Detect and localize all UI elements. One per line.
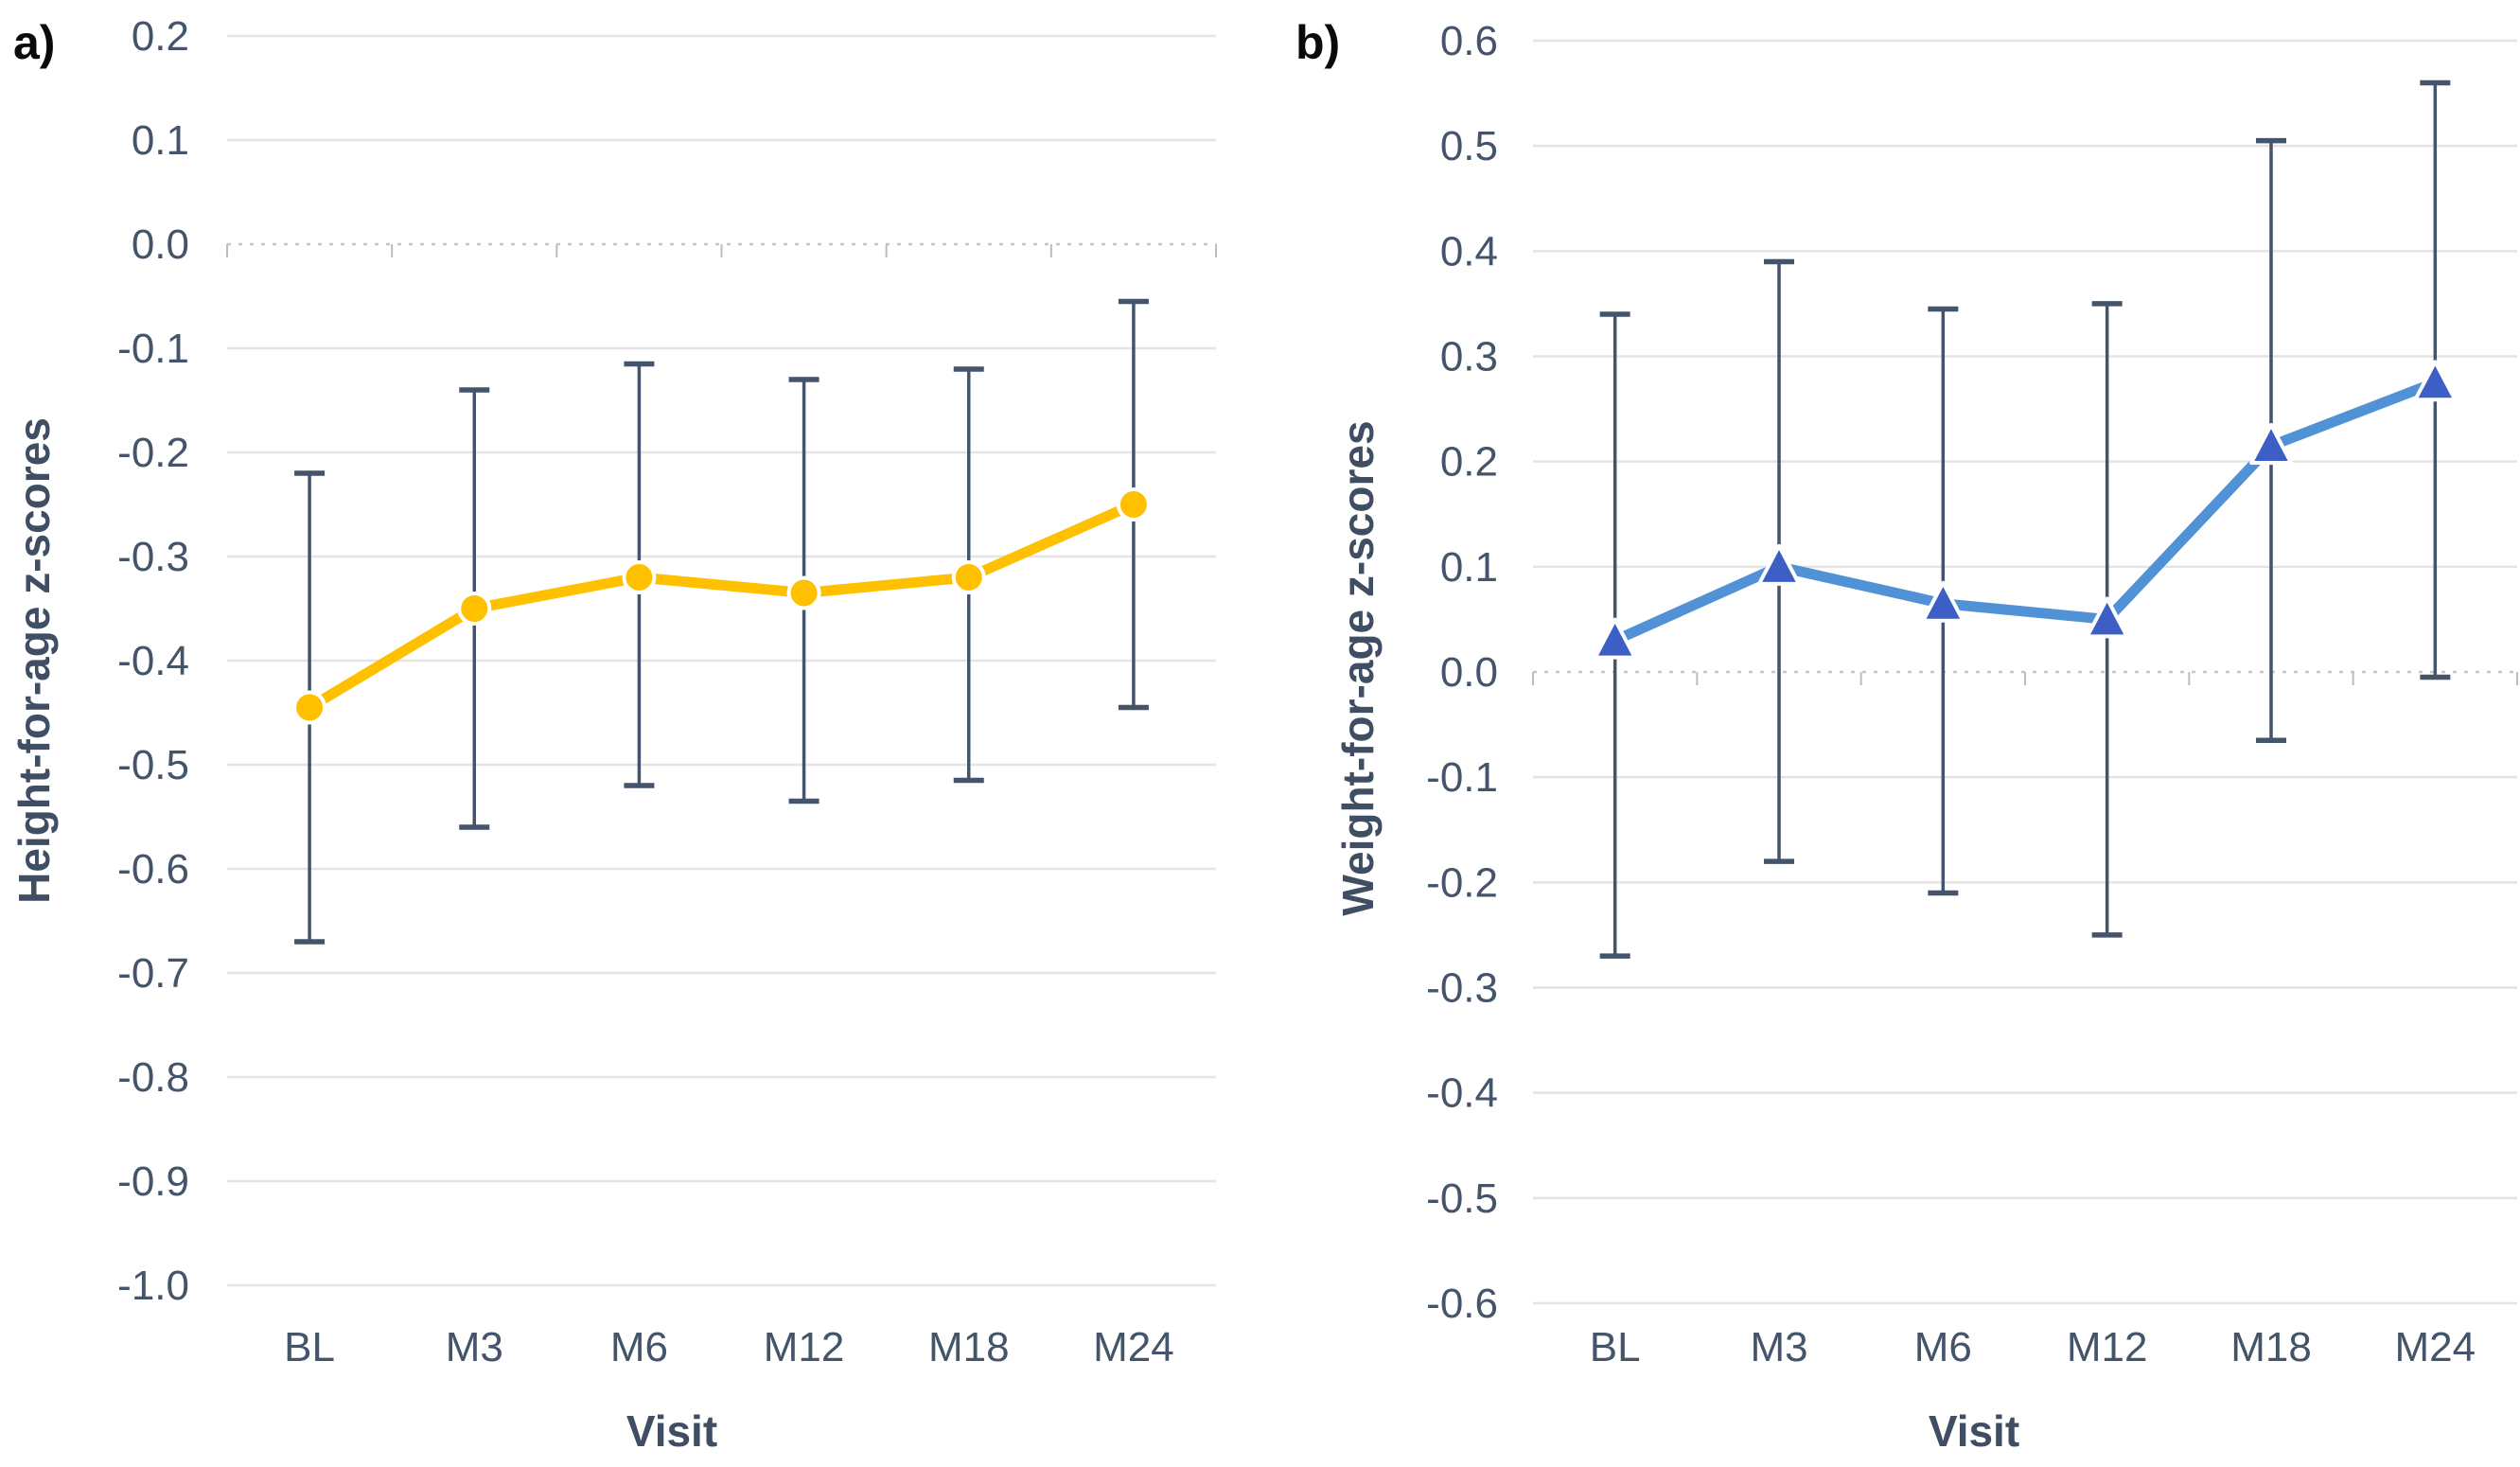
y-tick-label: -0.5 (1426, 1175, 1498, 1222)
y-tick-label: -0.2 (117, 430, 189, 476)
data-point-marker (786, 575, 821, 610)
y-tick-label: -0.8 (117, 1054, 189, 1101)
y-tick-label: -0.6 (1426, 1281, 1498, 1327)
series-line (1610, 377, 2441, 646)
y-axis-title-a: Height-for-age z-scores (9, 417, 59, 904)
x-tick-label: M24 (2395, 1324, 2476, 1370)
x-tick-label: M18 (928, 1324, 1010, 1370)
y-tick-label: 0.2 (132, 13, 189, 60)
data-point-marker (2249, 422, 2293, 465)
y-tick-label: -0.3 (1426, 965, 1498, 1012)
x-tick-label: M12 (2067, 1324, 2148, 1370)
chart-panel-b: 0.6 0.5 0.4 0.3 0.2 0.1 0.0 -0.1 -0.2 -0.3 -0.4 -0.… (1260, 0, 2520, 1467)
x-tick-label: M3 (446, 1324, 503, 1370)
x-tick-label: BL (284, 1324, 335, 1370)
y-tick-label: -1.0 (117, 1263, 189, 1309)
y-tick-label: -0.1 (117, 326, 189, 372)
x-tick-label: M6 (1914, 1324, 1972, 1370)
y-tick-label: -0.9 (117, 1158, 189, 1205)
x-tick-label: M12 (764, 1324, 845, 1370)
chart-b-plot-area: 0.6 0.5 0.4 0.3 0.2 0.1 0.0 -0.1 -0.2 -0.3 -0.4 -0.… (1426, 18, 2518, 1370)
data-point-marker (1757, 543, 1801, 586)
y-tick-label: -0.5 (117, 742, 189, 788)
x-axis-title-b: Visit (1929, 1406, 2019, 1456)
data-point-marker (1116, 487, 1151, 521)
y-tick-label: -0.3 (117, 534, 189, 580)
chart-a-svg: 0.2 0.1 0.0 -0.1 -0.2 -0.3 -0.4 -0.5 -0.6 -0.7 -0.… (9, 13, 1217, 1456)
y-tick-label: 0.4 (1440, 228, 1498, 274)
data-point-marker (1593, 617, 1637, 660)
chart-b-svg: 0.6 0.5 0.4 0.3 0.2 0.1 0.0 -0.1 -0.2 -0.3 -0.4 -0.… (1295, 16, 2518, 1456)
data-point-marker (622, 560, 657, 594)
x-tick-label: M24 (1093, 1324, 1174, 1370)
y-tick-label: 0.6 (1440, 18, 1498, 64)
chart-a-plot-area: 0.2 0.1 0.0 -0.1 -0.2 -0.3 -0.4 -0.5 -0.6 -0.7 -0.… (117, 13, 1217, 1370)
chart-panel-a: 0.2 0.1 0.0 -0.1 -0.2 -0.3 -0.4 -0.5 -0.6 -0.7 -0.… (9, 13, 1217, 1456)
panel-label-a: a) (13, 16, 55, 69)
x-tick-label: M18 (2230, 1324, 2312, 1370)
y-tick-label: 0.1 (132, 117, 189, 164)
x-tick-label: M3 (1750, 1324, 1807, 1370)
data-point-marker (2085, 596, 2129, 639)
y-tick-label: -0.7 (117, 950, 189, 997)
data-point-marker (457, 592, 492, 626)
x-axis-title-a: Visit (626, 1406, 717, 1456)
y-tick-label: 0.0 (1440, 649, 1498, 696)
y-tick-label: 0.3 (1440, 334, 1498, 380)
y-tick-label: 0.2 (1440, 439, 1498, 486)
y-tick-label: 0.1 (1440, 544, 1498, 591)
y-tick-label: -0.4 (117, 638, 189, 684)
x-tick-label: M6 (610, 1324, 668, 1370)
panel-label-b: b) (1295, 16, 1340, 69)
y-tick-label: 0.0 (132, 221, 189, 268)
y-tick-label: -0.4 (1426, 1070, 1498, 1117)
y-tick-label: -0.6 (117, 846, 189, 893)
y-tick-label: 0.5 (1440, 123, 1498, 169)
data-point-marker (2413, 360, 2458, 402)
data-point-marker (1921, 580, 1965, 623)
data-point-marker (951, 560, 986, 594)
y-axis-title-b: Weight-for-age z-scores (1333, 420, 1383, 915)
data-point-marker (292, 690, 327, 725)
x-tick-label: BL (1590, 1324, 1641, 1370)
y-tick-label: -0.2 (1426, 859, 1498, 906)
y-tick-label: -0.1 (1426, 754, 1498, 801)
series-line (304, 499, 1139, 713)
